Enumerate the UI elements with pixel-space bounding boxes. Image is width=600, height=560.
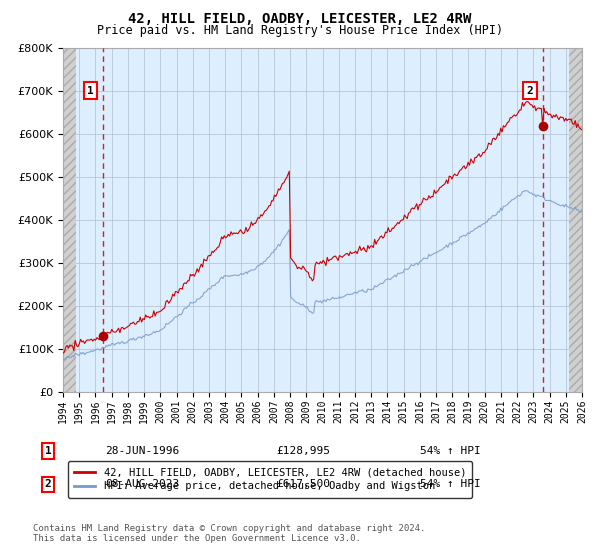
- Text: 2: 2: [527, 86, 533, 96]
- Text: 42, HILL FIELD, OADBY, LEICESTER, LE2 4RW: 42, HILL FIELD, OADBY, LEICESTER, LE2 4R…: [128, 12, 472, 26]
- Text: 28-JUN-1996: 28-JUN-1996: [105, 446, 179, 456]
- Bar: [569, 48, 582, 392]
- Text: 54% ↑ HPI: 54% ↑ HPI: [420, 446, 481, 456]
- Legend: 42, HILL FIELD, OADBY, LEICESTER, LE2 4RW (detached house), HPI: Average price, : 42, HILL FIELD, OADBY, LEICESTER, LE2 4R…: [68, 461, 472, 498]
- Text: £128,995: £128,995: [276, 446, 330, 456]
- Text: 1: 1: [87, 86, 94, 96]
- Text: Price paid vs. HM Land Registry's House Price Index (HPI): Price paid vs. HM Land Registry's House …: [97, 24, 503, 36]
- Text: 1: 1: [44, 446, 52, 456]
- Bar: [63, 48, 76, 392]
- Text: Contains HM Land Registry data © Crown copyright and database right 2024.
This d: Contains HM Land Registry data © Crown c…: [33, 524, 425, 543]
- Text: 08-AUG-2023: 08-AUG-2023: [105, 479, 179, 489]
- Text: 2: 2: [44, 479, 52, 489]
- Text: 54% ↑ HPI: 54% ↑ HPI: [420, 479, 481, 489]
- Text: £617,500: £617,500: [276, 479, 330, 489]
